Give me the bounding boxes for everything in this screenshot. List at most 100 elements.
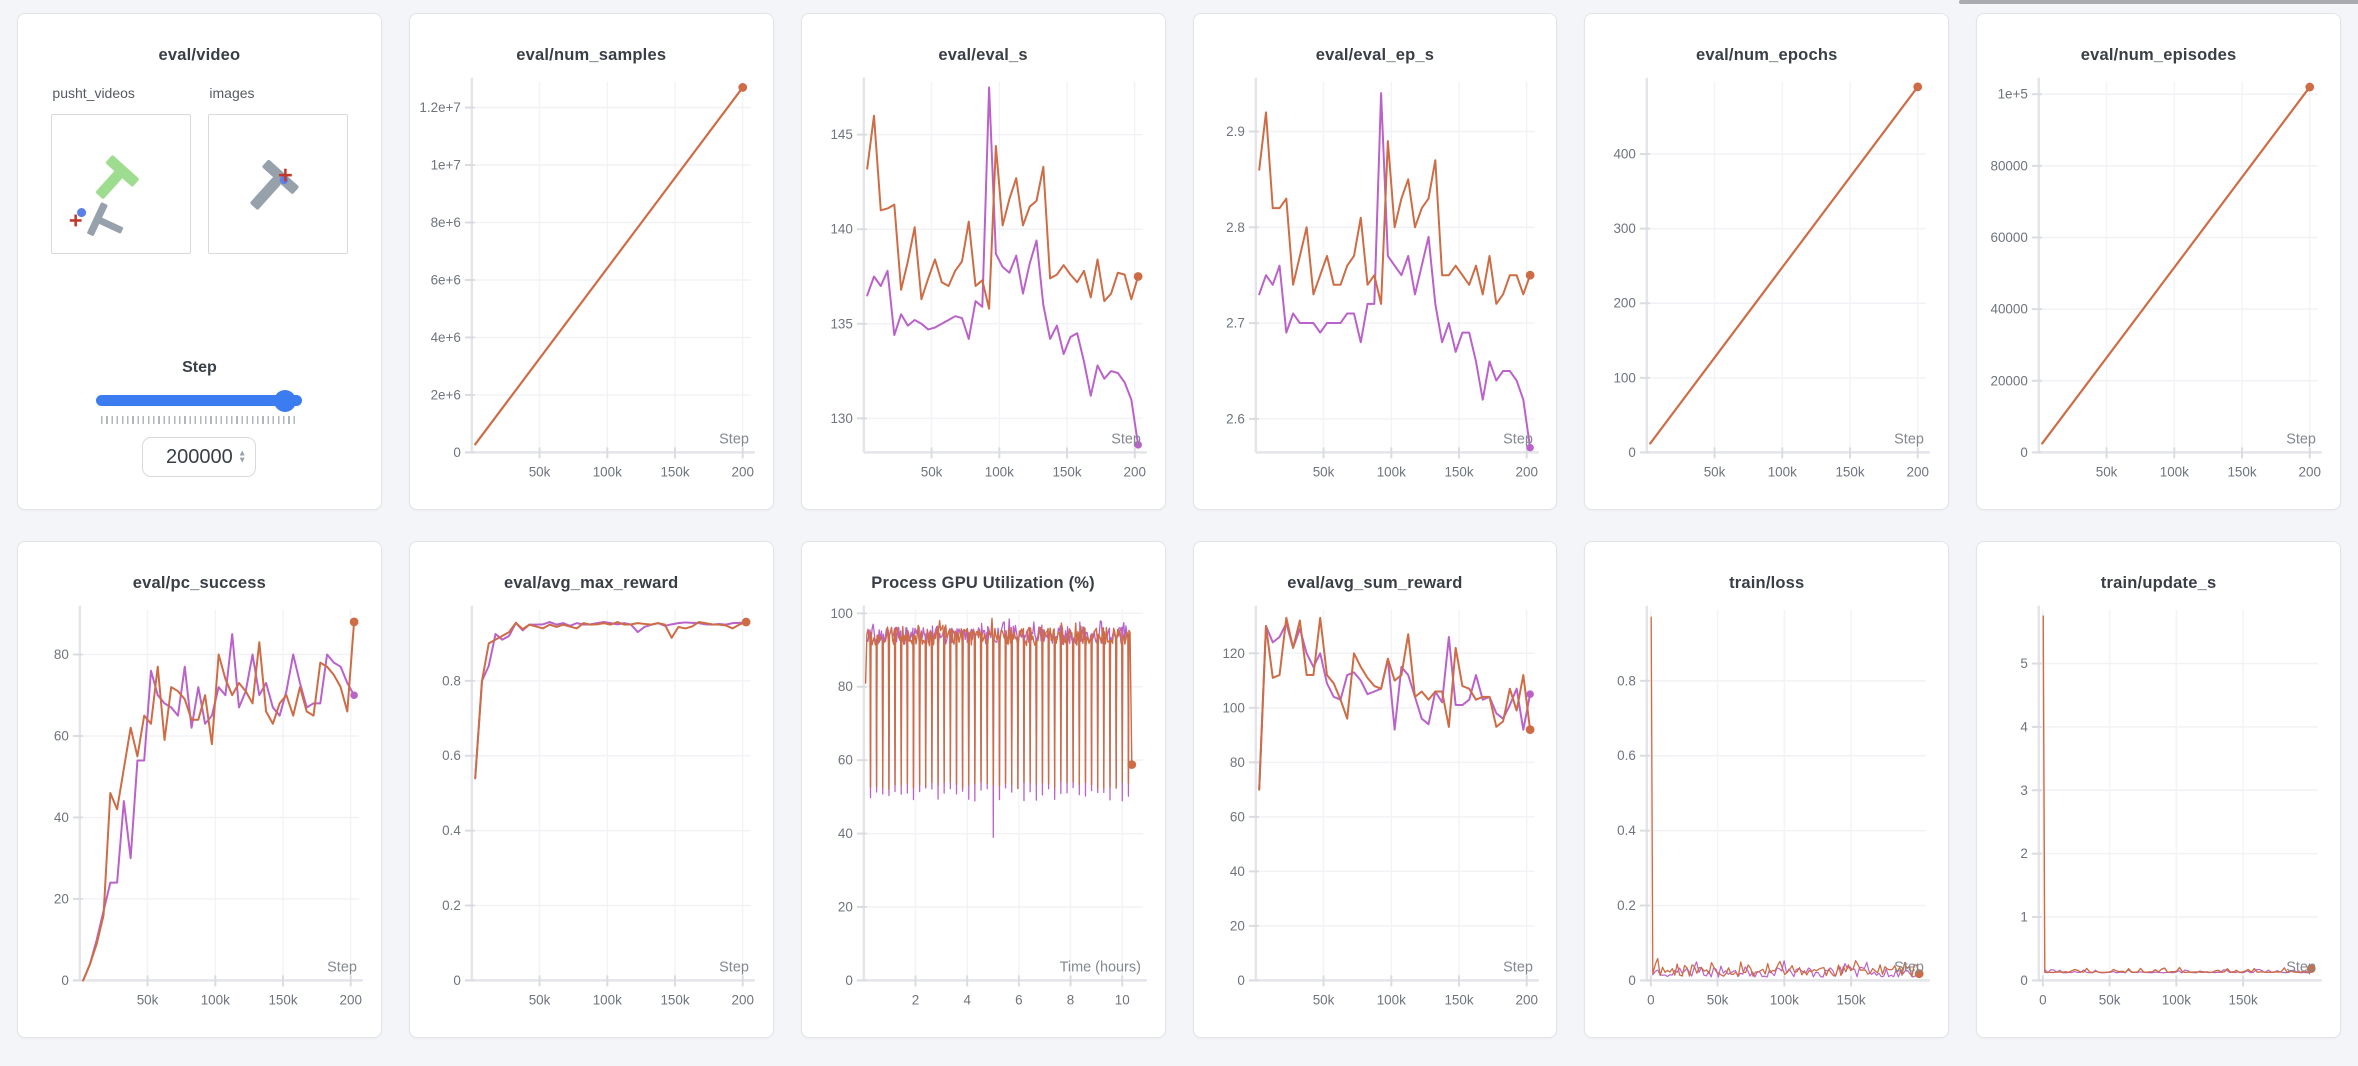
svg-text:50k: 50k [137, 992, 159, 1007]
svg-text:0.4: 0.4 [442, 823, 461, 838]
svg-text:0.2: 0.2 [442, 898, 461, 913]
svg-text:80: 80 [54, 647, 69, 662]
panel-title: train/update_s [2100, 574, 2217, 592]
chart-canvas[interactable]: 2.6 2.7 2.8 2.9 50k 100k 150k 200 Step [1204, 69, 1547, 493]
svg-text:6: 6 [1015, 992, 1022, 1007]
svg-text:0: 0 [2021, 973, 2028, 988]
svg-text:80: 80 [1229, 755, 1244, 770]
panel-eval-avg-max-reward[interactable]: eval/avg_max_reward 0 0.2 0.4 0.6 0.8 50k 100k 1… [408, 541, 774, 1038]
svg-text:150k: 150k [268, 992, 297, 1007]
panel-title: train/loss [1729, 574, 1805, 592]
x-axis-label: Step [2286, 431, 2316, 447]
panel-eval-num-epochs[interactable]: eval/num_epochs 0 100 200 300 400 50k 100k 150k 2… [1584, 13, 1950, 510]
panel-eval-num-samples[interactable]: eval/num_samples 0 2e+6 4e+6 6e+6 8e+6 1e+7 1.2… [408, 13, 774, 510]
chart-canvas[interactable]: 0 0.2 0.4 0.6 0.8 50k 100k 150k 200 Step [420, 597, 763, 1021]
x-axis-label: Step [2286, 959, 2316, 975]
media-caption: images [209, 85, 255, 101]
svg-text:50k: 50k [1312, 992, 1334, 1007]
svg-text:20: 20 [54, 891, 69, 906]
svg-text:20: 20 [838, 899, 853, 914]
agent-dot [77, 208, 87, 218]
svg-text:0: 0 [453, 973, 460, 988]
panel-eval-video[interactable]: eval/video pusht_videos [17, 13, 382, 510]
svg-text:100k: 100k [2160, 464, 2189, 479]
svg-text:100k: 100k [1376, 464, 1405, 479]
images-thumbnail[interactable] [208, 114, 349, 254]
svg-text:6e+6: 6e+6 [430, 272, 460, 287]
x-axis-label: Step [1895, 959, 1925, 975]
goal-cross [70, 214, 82, 227]
panel-eval-pc-success[interactable]: eval/pc_success 0 20 40 60 80 50k 100k 150k 200 St… [17, 541, 382, 1038]
svg-text:80000: 80000 [1991, 158, 2028, 173]
chart-canvas[interactable]: 0 20000 40000 60000 80000 1e+5 50k 100k 150k 200 S… [1987, 69, 2330, 493]
pusht-scene-image [250, 159, 299, 210]
panel-train-loss[interactable]: train/loss 0 0.2 0.4 0.6 0.8 0 50k 100k 150k Step [1584, 541, 1950, 1038]
step-input[interactable]: 200000 ▲ ▼ [142, 437, 257, 477]
step-up-icon[interactable]: ▲ [237, 447, 247, 458]
panel-title: eval/avg_sum_reward [1287, 574, 1463, 592]
step-down-icon[interactable]: ▼ [237, 454, 247, 465]
svg-text:8: 8 [1066, 992, 1073, 1007]
step-control: Step 200000 ▲ ▼ [28, 359, 371, 497]
svg-text:60: 60 [838, 753, 853, 768]
green-t-shape [96, 155, 140, 199]
step-slider[interactable] [96, 390, 303, 412]
svg-text:40: 40 [54, 810, 69, 825]
media-caption: pusht_videos [52, 85, 135, 101]
svg-text:150k: 150k [660, 464, 689, 479]
svg-text:100k: 100k [2162, 992, 2191, 1007]
svg-text:200: 200 [1515, 992, 1537, 1007]
svg-text:150k: 150k [1837, 992, 1866, 1007]
chart-canvas[interactable]: 0 0.2 0.4 0.6 0.8 0 50k 100k 150k Step [1595, 597, 1938, 1021]
svg-text:50k: 50k [2096, 464, 2118, 479]
chart-canvas[interactable]: 0 20 40 60 80 50k 100k 150k 200 Step [28, 597, 371, 1021]
svg-text:120: 120 [1222, 646, 1244, 661]
slider-tick-ruler [101, 416, 298, 424]
x-axis-label: Step [1895, 431, 1925, 447]
panel-title: eval/num_epochs [1696, 46, 1838, 64]
panel-process-gpu-utilization[interactable]: Process GPU Utilization (%) 0 20 40 60 80 100 2… [800, 541, 1166, 1038]
svg-text:100k: 100k [201, 992, 230, 1007]
chart-canvas[interactable]: 0 1 2 3 4 5 0 50k 100k 150k Step [1987, 597, 2330, 1021]
chart-canvas[interactable]: 0 20 40 60 80 100 2 4 6 8 10 Time (hours) [812, 597, 1155, 1021]
step-slider-label: Step [182, 359, 217, 376]
svg-text:200: 200 [731, 992, 753, 1007]
svg-text:0.6: 0.6 [1618, 748, 1637, 763]
svg-text:200: 200 [1907, 464, 1929, 479]
svg-text:100: 100 [1614, 370, 1636, 385]
panel-eval-num-episodes[interactable]: eval/num_episodes 0 20000 40000 60000 80000 1e… [1976, 13, 2341, 510]
svg-text:100: 100 [1222, 700, 1244, 715]
panel-title: eval/video [158, 46, 241, 64]
chart-canvas[interactable]: 0 20 40 60 80 100 120 50k 100k 150k 200 Step [1204, 597, 1547, 1021]
svg-text:80: 80 [838, 679, 853, 694]
svg-text:0: 0 [845, 973, 852, 988]
slider-track[interactable] [96, 395, 303, 406]
x-axis-label: Time (hours) [1059, 959, 1140, 975]
svg-text:150k: 150k [2229, 992, 2258, 1007]
chart-canvas[interactable]: 0 2e+6 4e+6 6e+6 8e+6 1e+7 1.2e+7 50k 100k 150k 20… [420, 69, 763, 493]
panel-train-update-s[interactable]: train/update_s 0 1 2 3 4 5 0 50k 100k 150k Step [1976, 541, 2341, 1038]
svg-text:5: 5 [2021, 656, 2028, 671]
svg-text:400: 400 [1614, 147, 1636, 162]
svg-text:60000: 60000 [1991, 230, 2028, 245]
svg-text:100k: 100k [593, 992, 622, 1007]
svg-text:300: 300 [1614, 221, 1636, 236]
slider-thumb[interactable] [273, 390, 296, 412]
svg-text:50k: 50k [1707, 992, 1729, 1007]
svg-text:2.6: 2.6 [1226, 411, 1245, 426]
panel-eval-eval-s[interactable]: eval/eval_s 130 135 140 145 50k 100k 150k 200 Ste… [800, 13, 1166, 510]
panel-eval-avg-sum-reward[interactable]: eval/avg_sum_reward 0 20 40 60 80 100 120 50k 100… [1192, 541, 1558, 1038]
pusht-video-thumbnail[interactable] [51, 114, 192, 254]
svg-text:0: 0 [2039, 992, 2046, 1007]
stepper-arrows[interactable]: ▲ ▼ [237, 447, 247, 465]
svg-text:40: 40 [1229, 864, 1244, 879]
chart-canvas[interactable]: 130 135 140 145 50k 100k 150k 200 Step [812, 69, 1155, 493]
chart-canvas[interactable]: 0 100 200 300 400 50k 100k 150k 200 Step [1595, 69, 1938, 493]
svg-text:50k: 50k [920, 464, 942, 479]
svg-text:200: 200 [1123, 464, 1145, 479]
svg-text:0: 0 [1629, 973, 1636, 988]
svg-text:150k: 150k [660, 992, 689, 1007]
svg-text:0: 0 [1237, 973, 1244, 988]
panel-eval-eval-ep-s[interactable]: eval/eval_ep_s 2.6 2.7 2.8 2.9 50k 100k 150k 200… [1192, 13, 1558, 510]
